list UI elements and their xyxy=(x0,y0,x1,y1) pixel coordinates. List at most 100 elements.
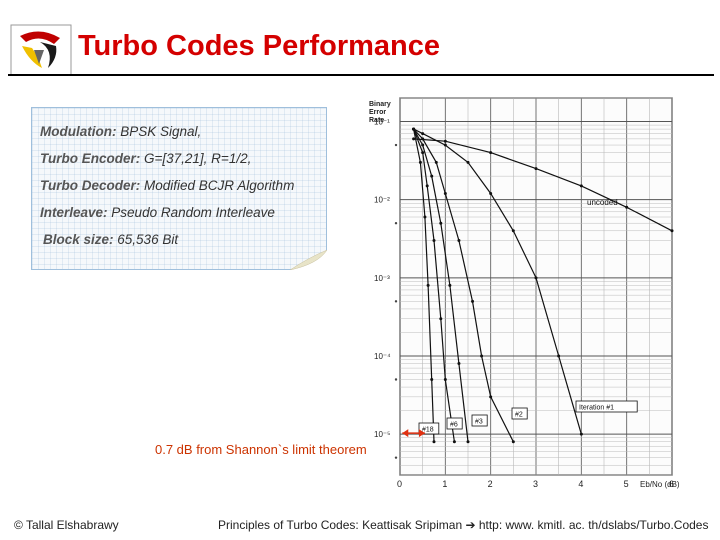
x-tick-label: 2 xyxy=(488,479,493,489)
series-label-box xyxy=(575,400,638,413)
university-logo-icon xyxy=(10,24,72,76)
chart-series xyxy=(412,127,674,444)
param-label: Modulation: xyxy=(40,124,117,139)
data-point xyxy=(439,317,443,321)
chart-labels: uncoded Iteration #1 #2 #3 #6 #18 xyxy=(418,198,638,435)
param-value: Modified BCJR Algorithm xyxy=(140,178,295,193)
param-value: BPSK Signal, xyxy=(116,124,202,139)
shannon-arrows xyxy=(402,429,425,438)
data-point xyxy=(489,151,493,155)
y-minor-tick-dot xyxy=(394,222,398,225)
param-label: Turbo Decoder: xyxy=(40,178,141,193)
series-label-box xyxy=(418,422,440,435)
data-point xyxy=(534,167,538,171)
data-point xyxy=(452,440,456,444)
data-point xyxy=(579,432,583,436)
data-point xyxy=(439,221,443,225)
data-point xyxy=(434,160,438,164)
param-value: 65,536 Bit xyxy=(113,232,179,247)
series-label: uncoded xyxy=(587,198,618,207)
y-tick-label: 10⁻³ xyxy=(374,274,390,283)
data-point xyxy=(443,191,447,195)
page-curl-icon xyxy=(290,250,327,270)
series-label: #6 xyxy=(450,422,458,429)
title-divider xyxy=(8,74,714,76)
y-minor-tick-dot xyxy=(394,456,398,459)
param-label: Interleave: xyxy=(40,205,108,220)
slide-title: Turbo Codes Performance xyxy=(78,30,441,62)
data-point xyxy=(432,440,436,444)
param-value: Pseudo Random Interleave xyxy=(107,205,275,220)
y-minor-tick-dot xyxy=(394,143,398,147)
data-point xyxy=(443,139,447,143)
y-minor-tick-dot xyxy=(394,378,398,381)
data-point xyxy=(457,362,461,366)
shannon-limit-annotation: 0.7 dB from Shannon`s limit theorem xyxy=(155,442,367,457)
x-tick-label: 6 xyxy=(669,479,674,489)
param-modulation: Modulation: BPSK Signal, xyxy=(40,124,201,139)
data-point xyxy=(489,191,493,195)
data-point xyxy=(430,174,434,178)
data-point xyxy=(425,184,429,188)
series-label: #18 xyxy=(422,427,434,434)
x-tick-label: 4 xyxy=(578,479,583,489)
data-point xyxy=(443,143,447,147)
data-point xyxy=(579,184,583,188)
x-axis-title: Eb/No (dB) xyxy=(640,480,680,489)
footer-copyright: © Tallal Elshabrawy xyxy=(14,518,119,532)
data-point xyxy=(466,440,470,444)
data-point xyxy=(489,395,493,399)
y-tick-label: 10⁻² xyxy=(374,196,390,205)
data-point xyxy=(534,276,538,280)
series-line-5 xyxy=(413,128,435,442)
shannon-arrow-right-head xyxy=(418,429,425,438)
footer-source: Principles of Turbo Codes: Keattisak Sri… xyxy=(218,518,709,532)
data-point xyxy=(511,229,515,233)
param-decoder: Turbo Decoder: Modified BCJR Algorithm xyxy=(40,178,294,193)
series-label-box xyxy=(471,414,488,427)
series-label: #3 xyxy=(475,419,483,426)
x-tick-label: 3 xyxy=(533,479,538,489)
y-axis-title-word: Binary xyxy=(369,101,391,108)
series-label-box xyxy=(511,407,528,420)
series-label: Iteration #1 xyxy=(579,405,614,412)
data-point xyxy=(625,205,629,209)
data-point xyxy=(466,160,470,164)
data-point xyxy=(432,239,436,243)
param-interleave: Interleave: Pseudo Random Interleave xyxy=(40,205,275,220)
y-tick-label: 10⁻¹ xyxy=(374,118,390,127)
param-value: G=[37,21], R=1/2, xyxy=(140,151,252,166)
y-minor-tick-dot xyxy=(394,300,398,303)
shannon-arrow-left-head xyxy=(402,429,409,438)
data-point xyxy=(421,132,425,136)
data-point xyxy=(430,378,434,382)
data-point xyxy=(423,215,427,219)
data-point xyxy=(426,283,430,287)
data-point xyxy=(448,283,452,287)
series-label: #2 xyxy=(515,412,523,419)
parameters-note: Modulation: BPSK Signal, Turbo Encoder: … xyxy=(31,107,327,270)
param-label: Turbo Encoder: xyxy=(40,151,141,166)
data-point xyxy=(421,137,425,141)
series-label-box xyxy=(446,417,463,430)
chart-grid xyxy=(399,97,673,476)
y-axis-title-word: Error xyxy=(369,109,386,116)
x-tick-label: 1 xyxy=(442,479,447,489)
data-point xyxy=(670,229,674,233)
data-point xyxy=(412,127,416,131)
param-block-size: Block size: 65,536 Bit xyxy=(43,232,178,247)
data-point xyxy=(443,378,447,382)
x-tick-label: 5 xyxy=(624,479,629,489)
data-point xyxy=(471,299,475,303)
y-axis-title-word: Rate xyxy=(369,117,384,124)
param-encoder: Turbo Encoder: G=[37,21], R=1/2, xyxy=(40,151,251,166)
x-tick-label: 0 xyxy=(397,479,402,489)
data-point xyxy=(480,354,484,358)
param-label: Block size: xyxy=(43,232,114,247)
data-point xyxy=(457,239,461,243)
data-point xyxy=(511,440,515,444)
data-point xyxy=(412,137,416,141)
data-point xyxy=(421,151,425,155)
